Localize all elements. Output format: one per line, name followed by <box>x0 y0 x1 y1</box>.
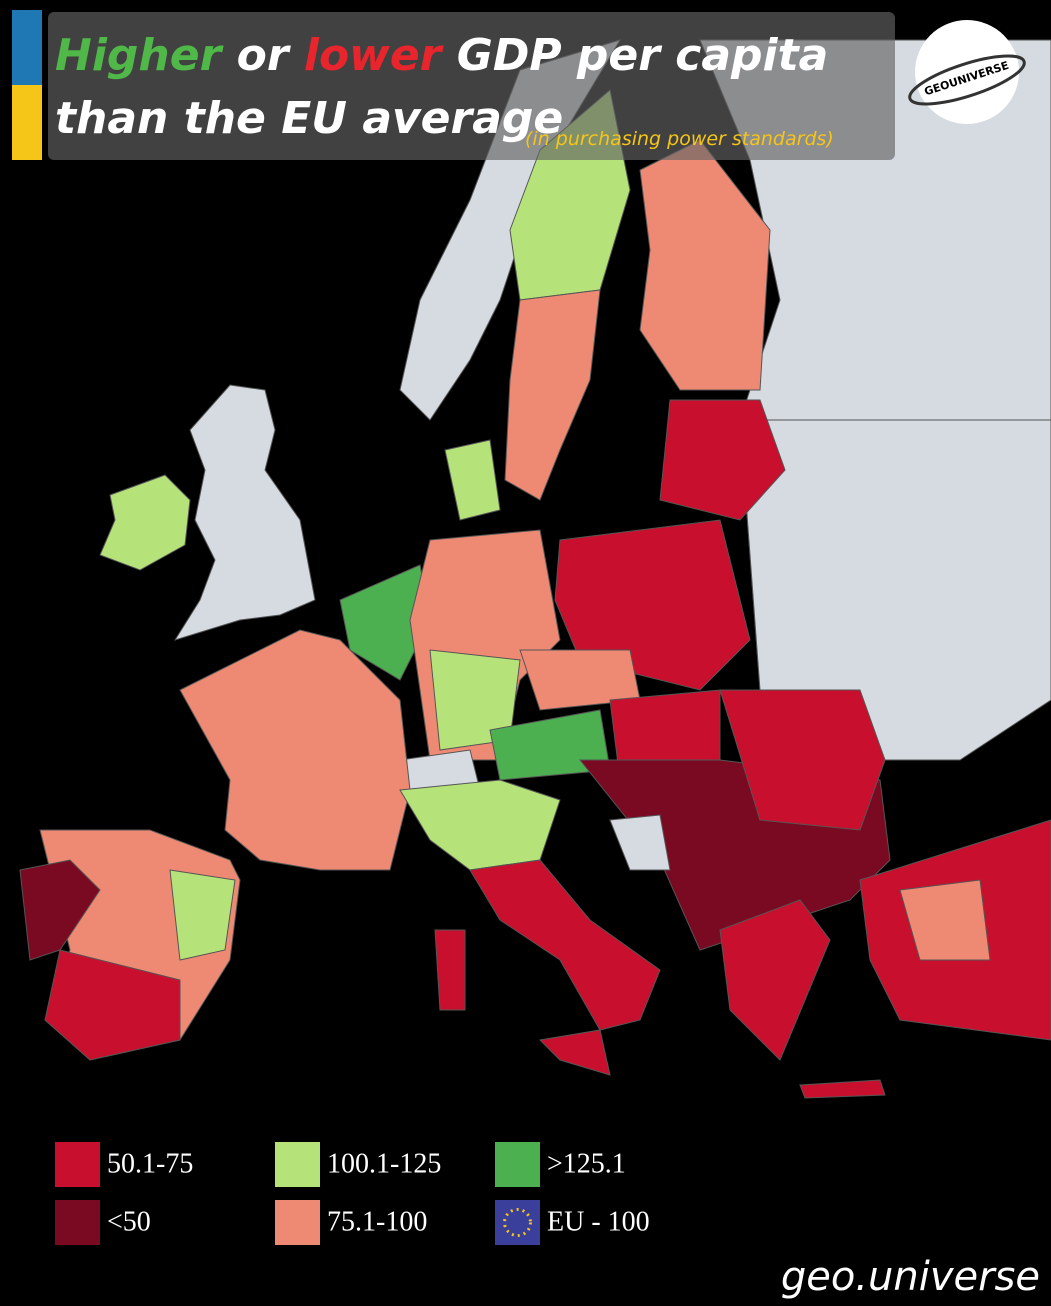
footer: geo.universe <box>781 1254 1040 1300</box>
baltics <box>659 399 786 521</box>
spain-centre <box>169 869 236 961</box>
legend: 50.1-75 100.1-125 >125.1 <50 75.1-100 EU - 10… <box>55 1142 650 1245</box>
crete <box>799 1079 886 1099</box>
legend-label: 50.1-75 <box>107 1148 193 1179</box>
legend-label: <50 <box>107 1206 151 1237</box>
title-box <box>48 12 895 160</box>
legend-label: 100.1-125 <box>327 1148 441 1179</box>
title-rest: GDP per capita <box>457 30 829 81</box>
turkey-west <box>899 879 991 961</box>
poland <box>554 519 751 691</box>
title-line-2: than the EU average <box>55 93 563 144</box>
legend-label: >125.1 <box>547 1148 626 1179</box>
romania <box>719 689 886 831</box>
sicily <box>538 1029 611 1076</box>
flag-yellow <box>12 85 42 160</box>
sardinia <box>434 929 466 1011</box>
legend-label: EU - 100 <box>547 1206 650 1237</box>
legend-swatch <box>55 1200 100 1245</box>
denmark <box>444 439 501 521</box>
portugal <box>19 859 101 961</box>
title-note: (in purchasing power standards) <box>525 128 834 150</box>
flag-blue <box>12 10 42 85</box>
title-or: or <box>237 30 291 81</box>
logo-circle <box>915 20 1019 124</box>
legend-swatch <box>275 1200 320 1245</box>
title-lower: lower <box>304 30 444 81</box>
title-line-1: Higher or lower GDP per capita <box>55 30 828 81</box>
greece <box>719 899 831 1061</box>
logo-ring <box>908 54 1026 106</box>
legend-swatch <box>275 1142 320 1187</box>
legend-swatch <box>495 1142 540 1187</box>
italy-south <box>469 859 661 1031</box>
legend-swatch <box>495 1200 540 1245</box>
sweden-south <box>504 289 601 501</box>
bosnia <box>609 814 671 871</box>
title-higher: Higher <box>55 30 224 81</box>
eu-stars <box>503 1208 532 1237</box>
legend-label: 75.1-100 <box>327 1206 427 1237</box>
ireland <box>99 474 191 571</box>
france <box>179 629 411 871</box>
legend-swatch <box>55 1142 100 1187</box>
spain-south <box>44 949 181 1061</box>
uk <box>173 384 316 641</box>
map <box>19 39 1051 1099</box>
